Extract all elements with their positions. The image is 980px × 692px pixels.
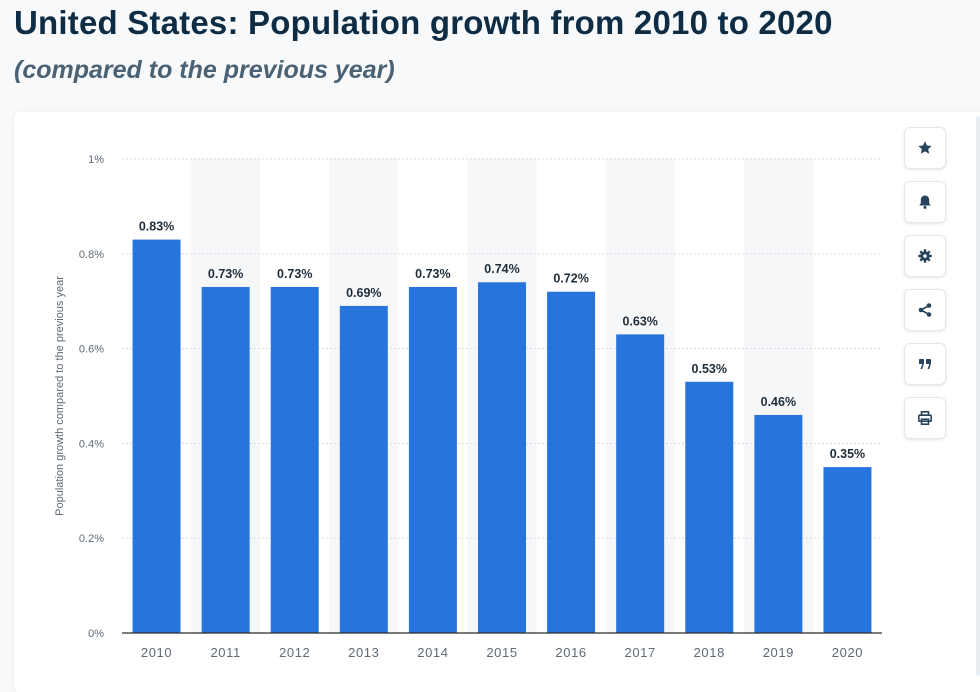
bar-chart: 0% 0.2% 0.4% 0.6% 0.8% 1% 0.83% 2010 0.73% 2011 0.…: [54, 154, 882, 660]
bar: [270, 286, 319, 633]
y-tick-label: 0.8%: [79, 249, 104, 261]
data-label: 0.73%: [277, 267, 312, 281]
bar: [823, 467, 872, 633]
print-button[interactable]: [904, 397, 946, 439]
x-tick-label: 2018: [694, 645, 725, 660]
x-tick-label: 2020: [832, 645, 863, 660]
y-tick-label: 0.2%: [79, 533, 104, 545]
cite-button[interactable]: [904, 343, 946, 385]
bar: [685, 381, 734, 633]
data-label: 0.72%: [553, 272, 588, 286]
quote-icon: [919, 359, 931, 369]
data-label: 0.73%: [208, 267, 243, 281]
bell-icon: [919, 195, 931, 209]
data-label: 0.74%: [484, 262, 519, 276]
print-icon: [917, 410, 932, 425]
data-label: 0.46%: [761, 395, 796, 409]
bar: [339, 305, 388, 633]
data-label: 0.53%: [692, 362, 727, 376]
x-tick-label: 2013: [348, 645, 379, 660]
y-axis-title: Population growth compared to the previo…: [54, 276, 66, 516]
x-tick-label: 2014: [417, 645, 448, 660]
bar: [132, 239, 181, 633]
data-label: 0.83%: [139, 220, 174, 234]
settings-button[interactable]: [904, 235, 946, 277]
chart-toolbar: [904, 127, 946, 439]
x-tick-label: 2010: [141, 645, 172, 660]
y-tick-label: 0%: [88, 628, 104, 640]
data-label: 0.63%: [622, 314, 657, 328]
notification-button[interactable]: [904, 181, 946, 223]
x-tick-label: 2011: [210, 645, 240, 660]
y-tick-label: 1%: [88, 154, 104, 166]
data-label: 0.35%: [830, 447, 865, 461]
bar: [478, 282, 526, 633]
page-subtitle: (compared to the previous year): [14, 56, 395, 84]
data-label: 0.69%: [346, 286, 381, 300]
x-tick-label: 2017: [625, 645, 656, 660]
scroll-edge: [976, 116, 980, 676]
y-tick-label: 0.4%: [79, 438, 104, 450]
bar: [201, 286, 250, 633]
x-tick-label: 2015: [486, 645, 517, 660]
page-title: United States: Population growth from 20…: [14, 4, 833, 41]
share-icon: [918, 303, 932, 317]
favorite-button[interactable]: [904, 127, 946, 169]
x-tick-label: 2012: [279, 645, 310, 660]
gear-icon: [918, 249, 932, 263]
x-tick-label: 2019: [763, 645, 794, 660]
bar: [408, 286, 457, 633]
bar: [547, 291, 596, 633]
share-button[interactable]: [904, 289, 946, 331]
data-label: 0.73%: [415, 267, 450, 281]
bar: [754, 414, 803, 633]
y-tick-label: 0.6%: [79, 344, 104, 356]
bar: [616, 334, 665, 633]
star-icon: [918, 141, 932, 154]
x-tick-label: 2016: [555, 645, 586, 660]
